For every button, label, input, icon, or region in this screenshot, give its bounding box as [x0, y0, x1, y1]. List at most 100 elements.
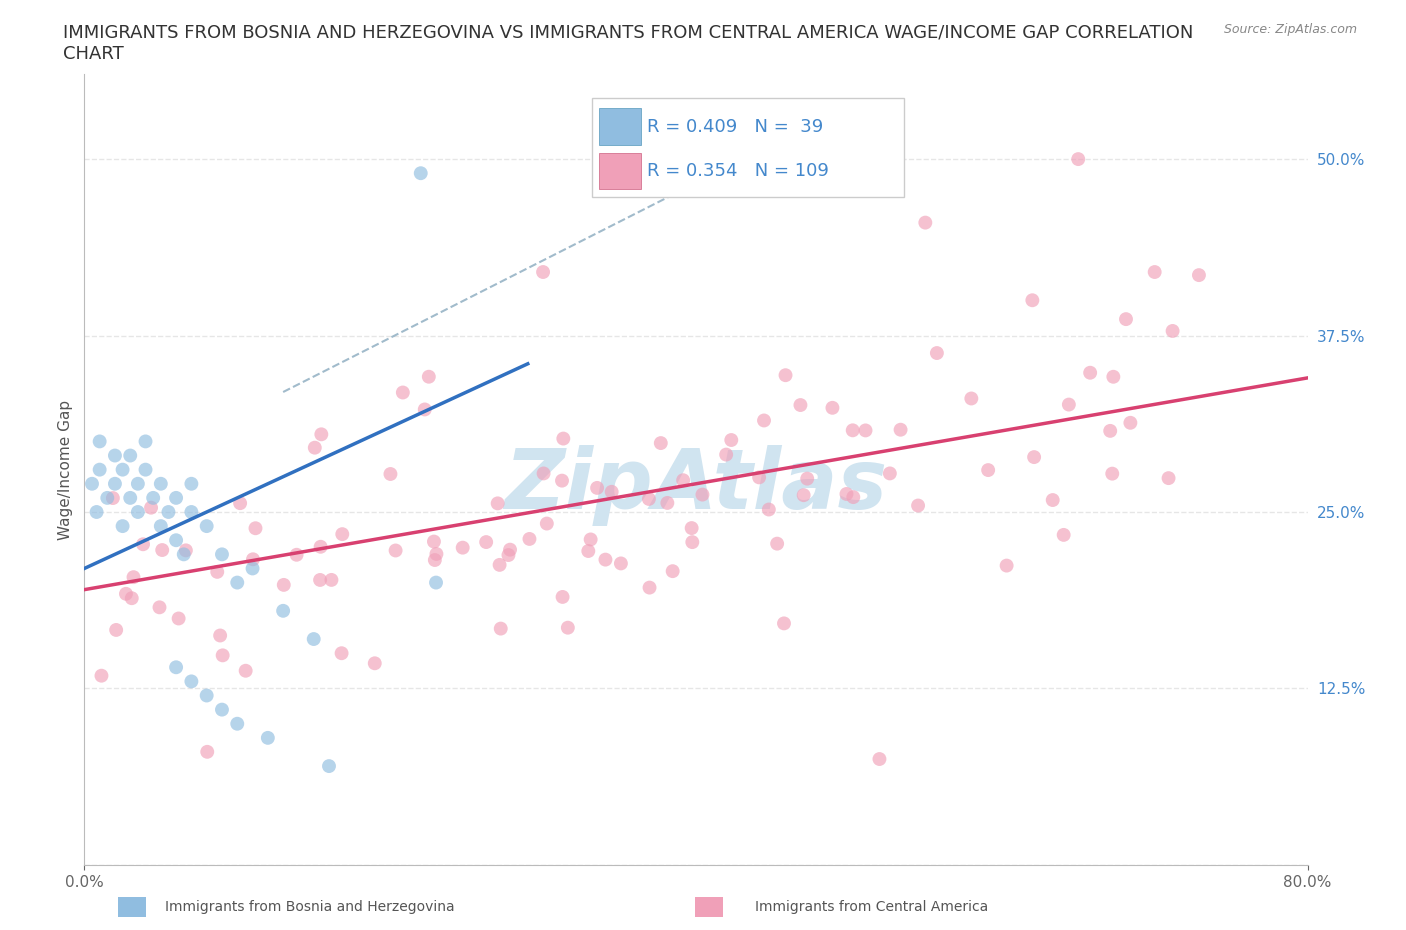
Point: [610, 556, 633, 571]
Point: [111, 519, 134, 534]
Point: [364, 656, 387, 671]
Point: [672, 472, 695, 487]
Text: Immigrants from Bosnia and Herzegovina: Immigrants from Bosnia and Herzegovina: [165, 899, 454, 914]
Point: [96, 490, 118, 505]
Point: [211, 648, 233, 663]
Point: [907, 498, 929, 513]
Point: [242, 551, 264, 566]
Point: [1157, 471, 1180, 485]
Point: [150, 542, 173, 557]
Point: [273, 578, 295, 592]
Point: [409, 166, 432, 180]
Point: [1115, 312, 1137, 326]
Point: [167, 611, 190, 626]
Point: [418, 369, 440, 384]
Point: [89, 434, 111, 449]
Point: [576, 543, 599, 558]
Point: [551, 473, 574, 488]
Point: [285, 548, 308, 563]
Point: [384, 543, 406, 558]
Point: [211, 702, 233, 717]
Point: [551, 590, 574, 604]
Point: [793, 487, 815, 502]
Point: [111, 462, 134, 477]
Point: [180, 674, 202, 689]
Point: [90, 669, 112, 684]
Point: [195, 688, 218, 703]
Point: [519, 532, 541, 547]
Point: [855, 423, 877, 438]
Point: [748, 470, 770, 485]
Point: [1102, 369, 1125, 384]
Point: [1067, 152, 1090, 166]
Point: [752, 413, 775, 428]
Point: [304, 440, 326, 455]
Point: [1042, 493, 1064, 508]
Point: [104, 448, 127, 463]
Point: [423, 534, 446, 549]
Point: [413, 402, 436, 417]
Point: [245, 521, 267, 536]
Point: [86, 505, 108, 520]
Point: [311, 427, 333, 442]
Point: [127, 505, 149, 520]
Point: [489, 621, 512, 636]
Point: [380, 467, 402, 482]
Point: [148, 600, 170, 615]
Point: [195, 744, 218, 759]
Point: [425, 547, 447, 562]
Point: [149, 519, 172, 534]
Point: [638, 580, 661, 595]
Point: [180, 476, 202, 491]
Point: [579, 532, 602, 547]
Point: [498, 548, 520, 563]
Point: [789, 398, 811, 413]
Point: [661, 564, 683, 578]
Point: [1188, 268, 1211, 283]
Point: [879, 466, 901, 481]
Point: [321, 573, 343, 588]
Point: [271, 604, 294, 618]
Point: [120, 448, 142, 463]
Point: [226, 575, 249, 590]
Point: [650, 435, 672, 450]
Point: [821, 400, 844, 415]
Point: [925, 346, 948, 361]
Point: [309, 539, 332, 554]
Point: [115, 587, 138, 602]
Point: [488, 557, 510, 572]
Y-axis label: Wage/Income Gap: Wage/Income Gap: [58, 400, 73, 539]
Point: [174, 543, 197, 558]
Point: [557, 620, 579, 635]
Point: [142, 490, 165, 505]
Point: [475, 535, 498, 550]
Point: [195, 519, 218, 534]
Text: Immigrants from Central America: Immigrants from Central America: [755, 899, 988, 914]
Point: [127, 476, 149, 491]
Point: [553, 432, 575, 446]
Point: [149, 476, 172, 491]
Point: [392, 385, 415, 400]
Point: [1021, 293, 1043, 308]
Point: [139, 500, 162, 515]
Point: [120, 490, 142, 505]
Text: ZipAtlas: ZipAtlas: [505, 445, 887, 526]
Point: [157, 505, 180, 520]
Point: [104, 476, 127, 491]
Point: [1078, 365, 1101, 380]
Point: [235, 663, 257, 678]
Point: [1099, 423, 1122, 438]
Text: IMMIGRANTS FROM BOSNIA AND HERZEGOVINA VS IMMIGRANTS FROM CENTRAL AMERICA WAGE/I: IMMIGRANTS FROM BOSNIA AND HERZEGOVINA V…: [63, 23, 1194, 41]
Point: [105, 622, 128, 637]
Point: [121, 591, 143, 605]
FancyBboxPatch shape: [592, 98, 904, 197]
Point: [309, 573, 332, 588]
Text: R = 0.409   N =  39: R = 0.409 N = 39: [647, 117, 824, 136]
Point: [423, 552, 446, 567]
Point: [536, 516, 558, 531]
Point: [657, 496, 679, 511]
Point: [977, 462, 1000, 477]
Point: [531, 264, 554, 279]
Point: [890, 422, 912, 437]
Point: [132, 537, 155, 551]
